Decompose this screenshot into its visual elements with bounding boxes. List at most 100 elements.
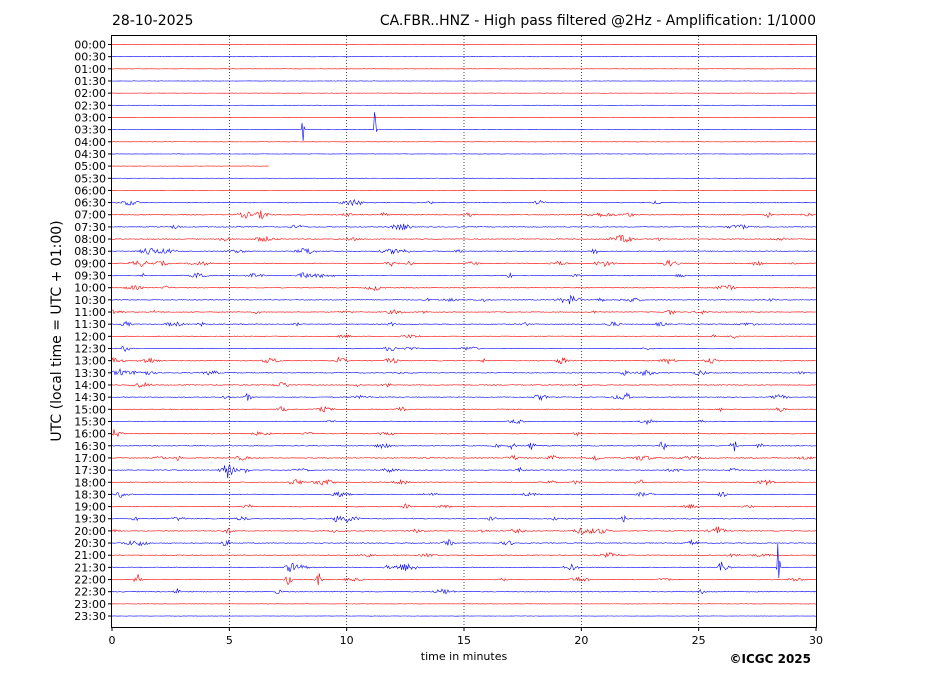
trace-row-0630: [111, 199, 817, 207]
y-tick-label: 17:00: [74, 452, 106, 465]
trace-row-1900: [111, 503, 817, 510]
trace-row-2130: [111, 544, 817, 579]
trace-row-1730: [111, 464, 817, 479]
y-tick-label: 02:00: [74, 87, 106, 100]
date-label: 28-10-2025: [112, 13, 193, 29]
y-tick-label: 22:30: [74, 586, 106, 599]
y-tick-label: 06:00: [74, 184, 106, 197]
chart-title: CA.FBR..HNZ - High pass filtered @2Hz - …: [380, 13, 816, 29]
x-tick-label: 10: [340, 634, 354, 647]
y-tick-label: 05:30: [74, 172, 106, 185]
x-tick-label: 5: [226, 634, 233, 647]
trace-row-1930: [111, 514, 817, 523]
y-tick-label: 08:00: [74, 233, 106, 246]
y-tick-label: 17:30: [74, 464, 106, 477]
trace-row-0730: [111, 223, 817, 231]
y-tick-label: 21:30: [74, 561, 106, 574]
x-tick-label: 25: [692, 634, 706, 647]
y-tick-label: 18:30: [74, 488, 106, 501]
y-tick-label: 23:00: [74, 598, 106, 611]
trace-row-0800: [111, 234, 817, 243]
y-tick-label: 20:00: [74, 525, 106, 538]
trace-row-2000: [111, 526, 817, 535]
x-tick-label: 0: [109, 634, 116, 647]
trace-row-1400: [111, 381, 817, 388]
trace-row-1300: [111, 356, 817, 365]
y-tick-label: 12:00: [74, 330, 106, 343]
trace-row-0830: [111, 247, 817, 255]
y-tick-label: 14:00: [74, 379, 106, 392]
x-tick-label: 30: [809, 634, 823, 647]
trace-row-1030: [111, 294, 817, 305]
y-tick-label: 19:00: [74, 501, 106, 514]
y-tick-label: 02:30: [74, 99, 106, 112]
copyright-label: ©ICGC 2025: [729, 652, 811, 666]
y-tick-label: 14:30: [74, 391, 106, 404]
y-tick-label: 11:30: [74, 318, 106, 331]
trace-row-1830: [111, 491, 817, 498]
seismic-traces: [111, 44, 817, 617]
trace-row-1130: [111, 320, 817, 327]
y-tick-label: 06:30: [74, 197, 106, 210]
x-tick-label: 20: [574, 634, 588, 647]
y-tick-label: 15:00: [74, 403, 106, 416]
y-tick-label: 21:00: [74, 549, 106, 562]
y-tick-labels: 00:0000:3001:0001:3002:0002:3003:0003:30…: [74, 39, 112, 623]
x-tick-labels: 0 5 10 15 20 25 30: [109, 627, 823, 647]
y-tick-label: 10:30: [74, 294, 106, 307]
y-tick-label: 01:30: [74, 75, 106, 88]
trace-row-1800: [111, 478, 817, 486]
y-tick-label: 09:00: [74, 257, 106, 270]
y-tick-label: 05:00: [74, 160, 106, 173]
trace-row-0930: [111, 272, 817, 279]
x-tick-label: 15: [457, 634, 471, 647]
y-tick-label: 18:00: [74, 476, 106, 489]
y-tick-label: 19:30: [74, 513, 106, 526]
y-tick-label: 11:00: [74, 306, 106, 319]
y-tick-label: 16:30: [74, 440, 106, 453]
trace-row-1530: [111, 419, 817, 426]
y-tick-label: 20:30: [74, 537, 106, 550]
y-tick-label: 03:30: [74, 124, 106, 137]
y-tick-label: 12:30: [74, 343, 106, 356]
y-tick-label: 00:30: [74, 51, 106, 64]
y-tick-label: 15:30: [74, 415, 106, 428]
y-axis-label: UTC (local time = UTC + 01:00): [49, 220, 65, 441]
y-tick-label: 04:00: [74, 136, 106, 149]
trace-row-2030: [111, 538, 817, 547]
y-tick-label: 13:00: [74, 355, 106, 368]
trace-row-2230: [111, 588, 817, 595]
trace-row-1000: [112, 284, 817, 292]
y-tick-label: 01:00: [74, 63, 106, 76]
y-tick-label: 09:30: [74, 270, 106, 283]
trace-row-1230: [111, 346, 817, 352]
y-tick-label: 08:30: [74, 245, 106, 258]
y-tick-label: 03:00: [74, 111, 106, 124]
y-tick-label: 10:00: [74, 282, 106, 295]
trace-row-2100: [111, 551, 817, 558]
trace-row-1100: [111, 309, 817, 315]
y-tick-label: 23:30: [74, 610, 106, 623]
trace-row-1700: [111, 454, 817, 461]
trace-row-1500: [111, 406, 817, 413]
trace-row-1200: [111, 334, 817, 339]
trace-row-1600: [111, 429, 817, 438]
y-tick-label: 00:00: [74, 39, 106, 52]
trace-row-0900: [111, 259, 817, 267]
y-tick-label: 16:00: [74, 428, 106, 441]
trace-row-0700: [111, 210, 817, 220]
trace-row-1430: [111, 392, 817, 401]
trace-row-0330: [111, 112, 816, 141]
y-tick-label: 04:30: [74, 148, 106, 161]
y-tick-label: 13:30: [74, 367, 106, 380]
vertical-gridlines: [228, 36, 700, 627]
trace-row-2200: [111, 573, 817, 586]
trace-row-1630: [111, 441, 817, 452]
y-tick-label: 07:30: [74, 221, 106, 234]
y-tick-label: 07:00: [74, 209, 106, 222]
trace-row-1330: [111, 367, 817, 377]
x-axis-label: time in minutes: [421, 650, 508, 663]
y-tick-label: 22:00: [74, 574, 106, 587]
plot-frame: [111, 35, 817, 628]
